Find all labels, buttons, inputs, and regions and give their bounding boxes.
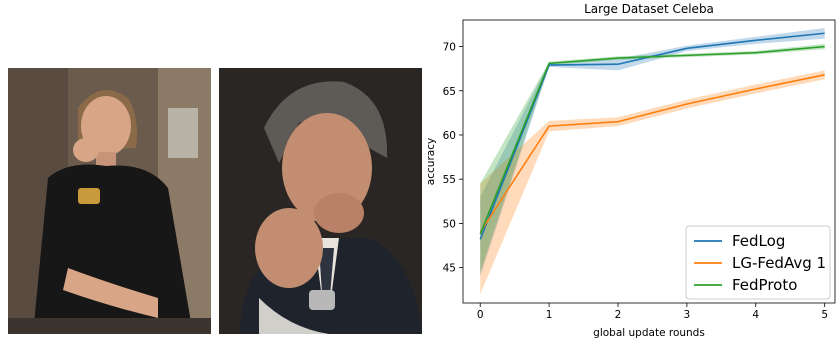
x-tick-label: 3 <box>684 309 691 321</box>
series-line-0 <box>479 32 825 240</box>
portrait-photo-woman <box>8 68 211 334</box>
legend-box <box>685 225 831 300</box>
x-tick-label: 2 <box>615 309 622 321</box>
y-tick-label: 50 <box>443 218 456 230</box>
confidence-band-1 <box>480 70 825 295</box>
y-axis-label: accuracy <box>425 138 437 185</box>
y-tick-label: 55 <box>443 174 456 186</box>
legend-label-0: FedLog <box>732 232 785 250</box>
y-tick-label: 60 <box>443 130 456 142</box>
y-tick-label: 70 <box>443 42 456 54</box>
series-line-2 <box>479 45 825 235</box>
legend-label-1: LG-FedAvg 1 <box>732 254 826 272</box>
chart-title: Large Dataset Celeba <box>584 2 714 16</box>
x-tick-label: 5 <box>821 309 828 321</box>
y-tick-label: 65 <box>443 86 456 98</box>
x-tick-label: 4 <box>752 309 759 321</box>
portrait-photo-man <box>219 68 422 334</box>
legend-label-2: FedProto <box>732 276 797 294</box>
x-tick-label: 0 <box>477 309 484 321</box>
x-axis-label: global update rounds <box>593 327 705 339</box>
x-tick-label: 1 <box>546 309 553 321</box>
chart-legend: FedLog LG-FedAvg 1 FedProto <box>685 225 831 300</box>
plot-frame <box>462 19 836 304</box>
series-line-1 <box>479 74 825 233</box>
y-tick-label: 45 <box>443 263 456 275</box>
